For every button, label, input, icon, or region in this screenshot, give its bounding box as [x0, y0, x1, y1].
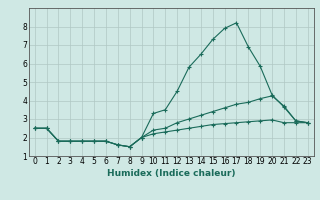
X-axis label: Humidex (Indice chaleur): Humidex (Indice chaleur) [107, 169, 236, 178]
